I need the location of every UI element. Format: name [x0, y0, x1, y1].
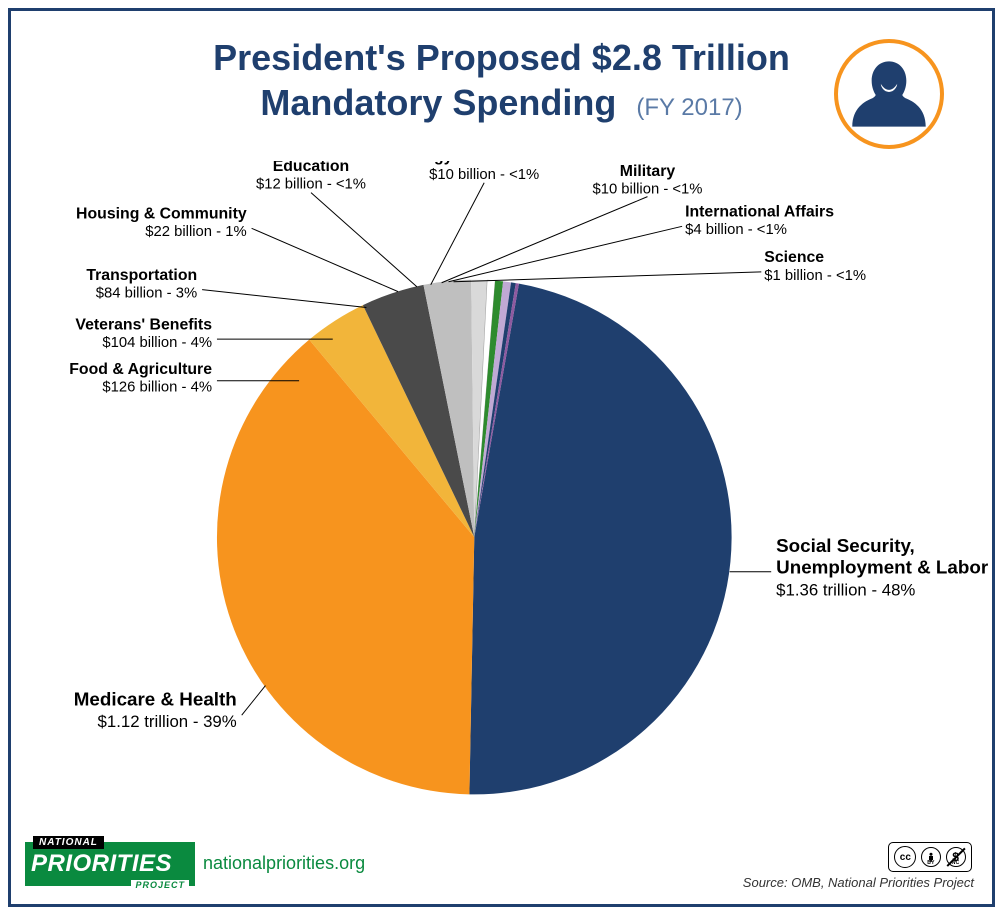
leader-line [311, 193, 417, 287]
chart-frame: President's Proposed $2.8 Trillion Manda… [8, 8, 995, 907]
pie-chart: Social Security,Unemployment & Labor$1.3… [11, 161, 992, 834]
slice-label: Military$10 billion - <1% [592, 163, 702, 198]
cc-by: BY [921, 847, 941, 867]
cc-main: cc [894, 846, 916, 868]
source-text: Source: OMB, National Priorities Project [743, 875, 974, 890]
site-url: nationalpriorities.org [203, 853, 365, 874]
slice-label: Energy & Environment$10 billion - <1% [399, 161, 570, 183]
cc-nc: $ NC [946, 847, 966, 867]
slice-label: International Affairs$4 billion - <1% [685, 203, 834, 238]
slice-label: Veterans' Benefits$104 billion - 4% [75, 316, 212, 351]
leader-line [431, 183, 484, 285]
org-logo: NATIONAL PRIORITIES PROJECT [25, 842, 195, 886]
slice-label: Social Security,Unemployment & Labor$1.3… [776, 535, 989, 600]
logo-national: NATIONAL [33, 836, 104, 849]
leader-line [242, 686, 266, 716]
cc-license-icon: cc BY $ NC [888, 842, 972, 872]
leader-line [202, 290, 366, 308]
title-line2-text: Mandatory Spending [260, 82, 616, 123]
slice-label: Housing & Community$22 billion - 1% [76, 205, 247, 240]
leader-line [453, 272, 761, 282]
slice-label: Transportation$84 billion - 3% [86, 267, 197, 302]
portrait-icon [834, 39, 944, 149]
leader-line [449, 226, 683, 281]
slice-label: Medicare & Health$1.12 trillion - 39% [74, 688, 237, 731]
footer: NATIONAL PRIORITIES PROJECT nationalprio… [19, 838, 984, 896]
slice-label: Education$12 billion - <1% [256, 161, 366, 193]
logo-priorities: PRIORITIES [31, 850, 172, 878]
leader-line [252, 228, 398, 291]
slice-label: Food & Agriculture$126 billion - 4% [69, 361, 212, 396]
leader-line [442, 197, 648, 283]
logo-project: PROJECT [131, 880, 189, 890]
pie-slice [469, 284, 731, 795]
slice-label: Science$1 billion - <1% [764, 249, 866, 284]
title-suffix: (FY 2017) [636, 94, 742, 121]
